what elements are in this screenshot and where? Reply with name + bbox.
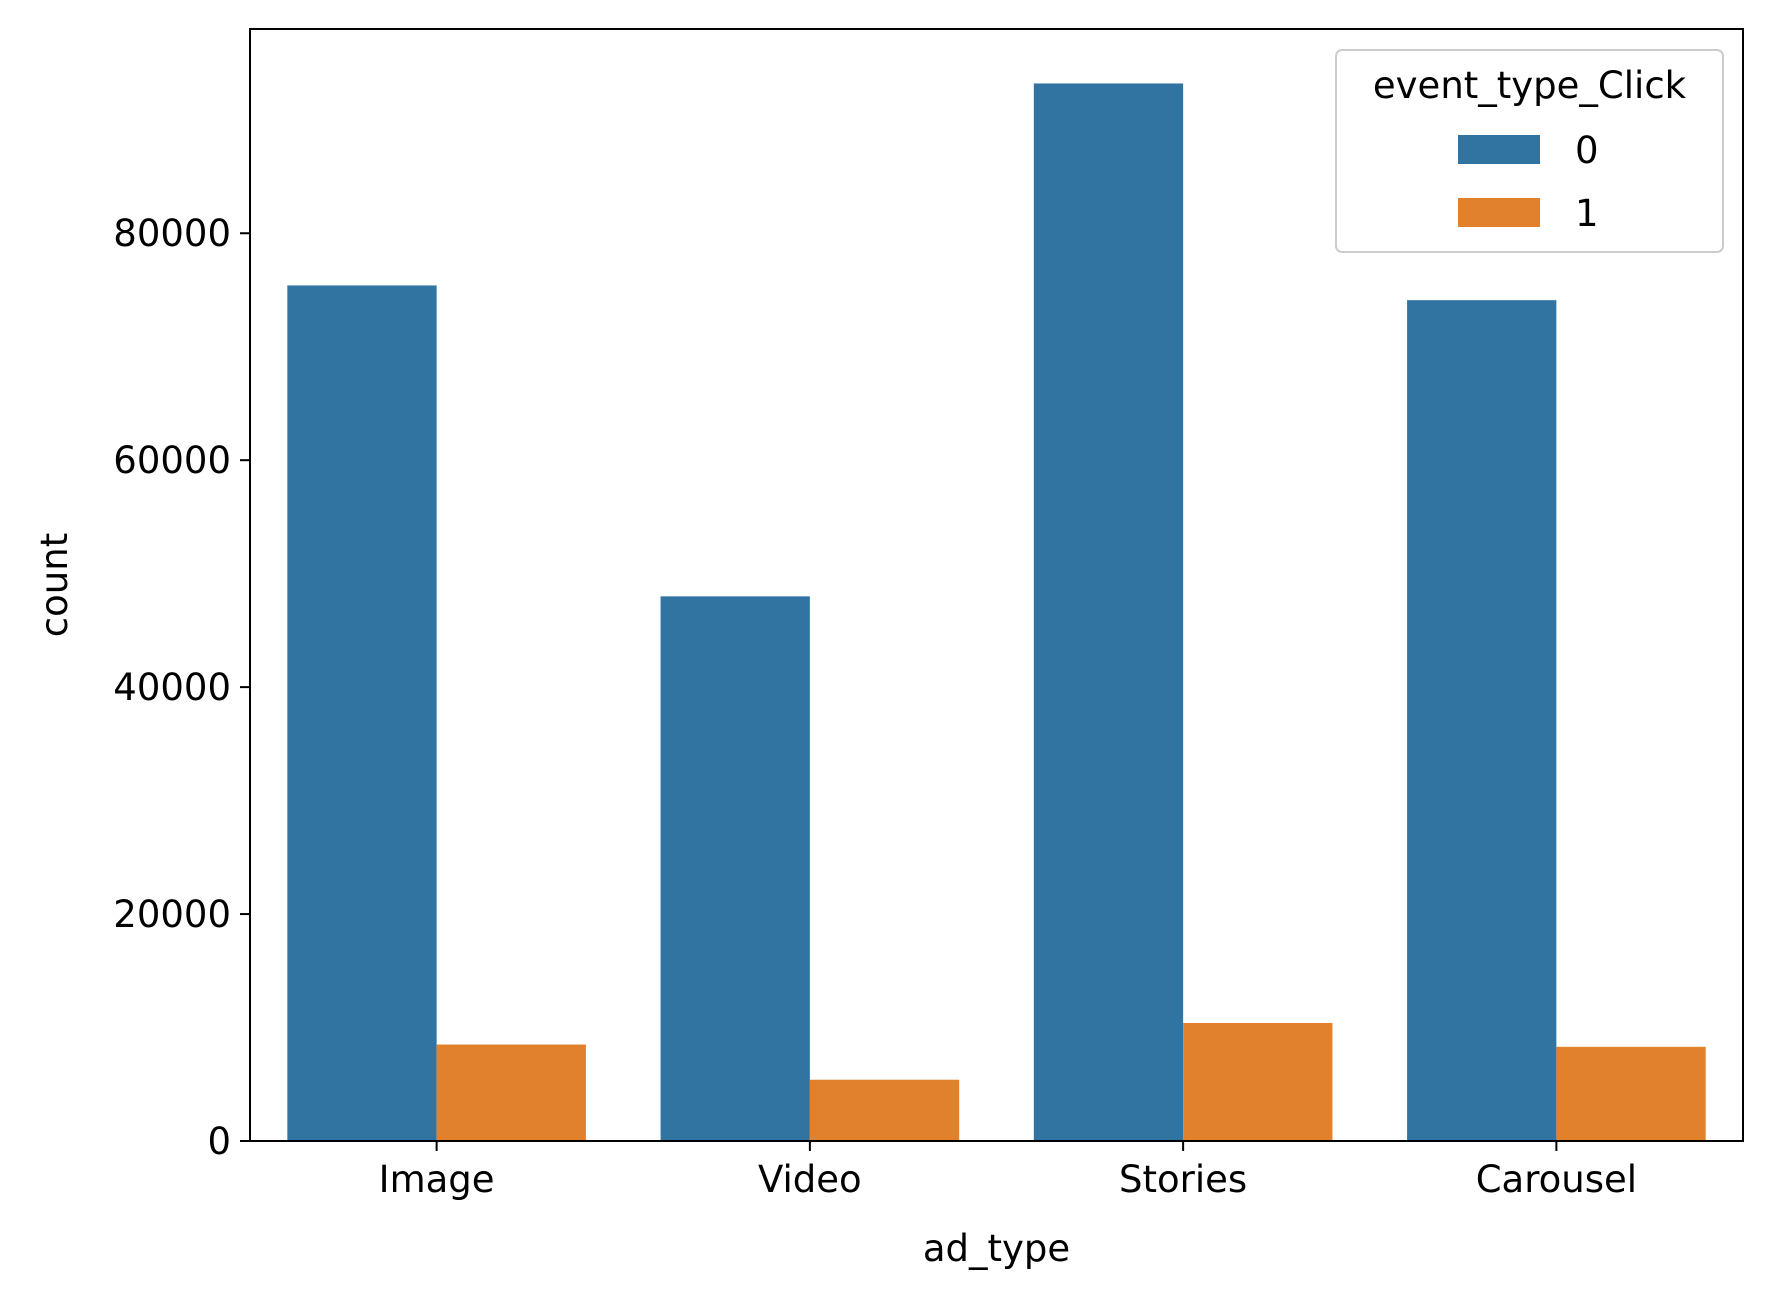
legend-label-1: 1 — [1575, 192, 1599, 235]
x-axis-ticks: Image Video Stories Carousel — [379, 1141, 1637, 1201]
y-tick-label: 80000 — [113, 212, 231, 255]
y-axis-ticks: 0 20000 40000 60000 80000 — [113, 212, 250, 1163]
x-tick-label: Stories — [1119, 1158, 1247, 1201]
legend-title: event_type_Click — [1373, 64, 1687, 107]
x-axis-title: ad_type — [923, 1227, 1070, 1270]
y-axis-title: count — [33, 533, 76, 637]
legend-swatch-0 — [1458, 135, 1540, 164]
legend-swatch-1 — [1458, 198, 1540, 227]
y-tick-label: 20000 — [113, 893, 231, 936]
legend-entries: 01 — [1458, 129, 1599, 235]
y-tick-label: 40000 — [113, 666, 231, 709]
bar-stories-series-0 — [1033, 83, 1184, 1141]
bar-video-series-1 — [809, 1079, 960, 1141]
bar-video-series-0 — [660, 596, 810, 1141]
x-tick-label: Image — [379, 1158, 495, 1201]
bars-group — [287, 83, 1706, 1142]
y-tick-label: 0 — [207, 1120, 231, 1163]
bar-image-series-1 — [436, 1044, 586, 1141]
bar-image-series-0 — [287, 285, 437, 1142]
bar-carousel-series-1 — [1556, 1046, 1706, 1141]
x-tick-label: Video — [758, 1158, 862, 1201]
legend-label-0: 0 — [1575, 129, 1599, 172]
bar-stories-series-1 — [1183, 1022, 1333, 1141]
x-tick-label: Carousel — [1476, 1158, 1637, 1201]
legend: event_type_Click 01 — [1335, 49, 1724, 253]
y-tick-label: 60000 — [113, 439, 231, 482]
bar-carousel-series-0 — [1407, 300, 1557, 1141]
plot-frame — [249, 28, 1744, 1142]
